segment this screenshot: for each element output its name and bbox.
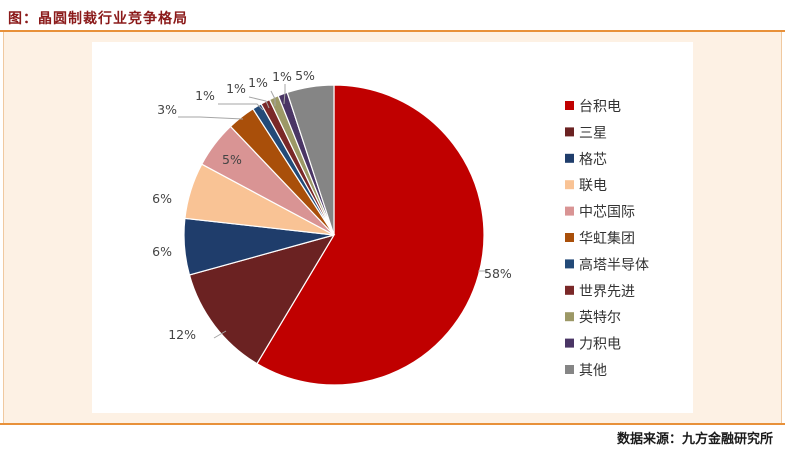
bottom-divider: [0, 423, 785, 425]
top-divider: [0, 30, 785, 32]
legend-label-5: 华虹集团: [579, 230, 635, 247]
legend-label-0: 台积电: [579, 99, 621, 115]
data-label-9: 1%: [272, 69, 292, 84]
legend-swatch-1: [565, 127, 574, 137]
leader-line-6: [218, 103, 264, 111]
data-label-7: 1%: [226, 81, 246, 96]
data-label-10: 5%: [295, 68, 315, 83]
legend-swatch-3: [565, 180, 574, 190]
legend-label-3: 联电: [579, 178, 607, 194]
legend-swatch-2: [565, 153, 574, 163]
legend-swatch-10: [565, 365, 574, 374]
legend-label-10: 其他: [579, 363, 607, 379]
data-label-0: 58%: [484, 266, 512, 281]
legend-label-4: 中芯国际: [579, 205, 635, 221]
leader-line-5: [178, 116, 244, 120]
pie-slice-0: [256, 84, 485, 386]
legend-label-2: 格芯: [579, 152, 607, 168]
source-note: 数据来源：九方金融研究所: [616, 432, 773, 447]
figure-title: 图：晶圆制裁行业竞争格局: [8, 11, 188, 27]
legend-swatch-7: [565, 285, 574, 295]
legend-label-7: 世界先进: [579, 284, 635, 300]
pie-slice-10: [286, 84, 335, 236]
legend-swatch-9: [565, 338, 574, 348]
leader-line-9: [283, 84, 286, 105]
leader-line-7: [248, 96, 270, 109]
legend-label-6: 高塔半导体: [579, 256, 649, 273]
legend-swatch-4: [565, 206, 574, 216]
data-label-4: 5%: [222, 152, 242, 167]
legend-label-1: 三星: [579, 125, 607, 141]
data-label-6: 1%: [195, 88, 215, 103]
legend-swatch-8: [565, 312, 574, 322]
data-label-1: 12%: [168, 327, 196, 342]
data-label-2: 6%: [152, 244, 172, 259]
legend-label-9: 力积电: [579, 337, 621, 353]
legend-swatch-6: [565, 259, 574, 269]
data-label-8: 1%: [248, 75, 268, 90]
leader-line-8: [270, 90, 276, 106]
leader-line-1: [213, 330, 227, 339]
legend-swatch-0: [565, 101, 574, 110]
data-label-5: 3%: [157, 102, 177, 117]
legend-swatch-5: [565, 233, 574, 242]
legend-label-8: 英特尔: [579, 309, 621, 326]
data-label-3: 6%: [152, 191, 172, 206]
